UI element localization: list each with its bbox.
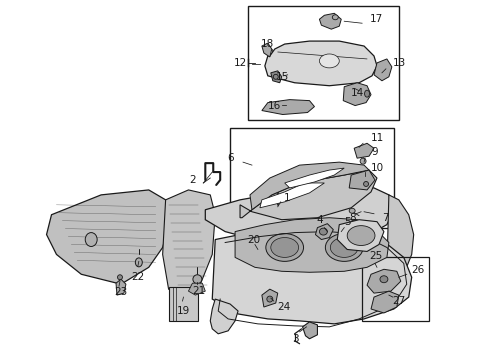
Text: 26: 26	[412, 265, 425, 275]
Ellipse shape	[319, 54, 339, 68]
Polygon shape	[47, 190, 171, 284]
Text: 22: 22	[131, 272, 144, 282]
Polygon shape	[210, 299, 238, 334]
Ellipse shape	[325, 234, 363, 261]
Ellipse shape	[135, 258, 142, 267]
Bar	[362, 257, 429, 321]
Text: 12: 12	[234, 58, 247, 68]
Text: 18: 18	[261, 39, 274, 49]
Text: 20: 20	[247, 234, 260, 244]
Polygon shape	[354, 143, 374, 158]
Bar	[169, 287, 198, 321]
Ellipse shape	[267, 296, 273, 302]
Text: 19: 19	[176, 306, 190, 316]
Polygon shape	[337, 220, 384, 251]
Text: 27: 27	[392, 296, 405, 306]
Polygon shape	[205, 185, 394, 243]
Polygon shape	[349, 170, 375, 190]
Text: 21: 21	[193, 286, 206, 296]
Polygon shape	[371, 291, 399, 313]
Text: 8: 8	[349, 213, 356, 223]
Polygon shape	[387, 195, 414, 284]
Text: 16: 16	[268, 100, 281, 111]
Polygon shape	[163, 190, 215, 299]
Ellipse shape	[330, 238, 358, 257]
Text: 3: 3	[293, 334, 299, 344]
Ellipse shape	[271, 238, 298, 257]
Text: 4: 4	[317, 215, 323, 225]
Polygon shape	[260, 183, 324, 208]
Text: 5: 5	[344, 217, 351, 227]
Text: 9: 9	[371, 147, 378, 157]
Ellipse shape	[118, 275, 122, 280]
Polygon shape	[374, 59, 392, 81]
Text: 2: 2	[190, 175, 196, 185]
Ellipse shape	[347, 226, 375, 246]
Polygon shape	[235, 218, 389, 272]
Polygon shape	[271, 71, 282, 83]
Polygon shape	[316, 224, 333, 239]
Text: 17: 17	[370, 14, 383, 24]
Text: 11: 11	[371, 133, 384, 143]
Text: 6: 6	[227, 153, 234, 163]
Ellipse shape	[85, 233, 97, 247]
Ellipse shape	[349, 208, 355, 213]
Polygon shape	[262, 100, 315, 114]
Polygon shape	[285, 168, 344, 188]
Polygon shape	[265, 41, 377, 86]
Text: 15: 15	[276, 72, 289, 82]
Ellipse shape	[364, 181, 368, 186]
Text: 24: 24	[278, 302, 291, 312]
Polygon shape	[262, 43, 272, 57]
Ellipse shape	[360, 158, 366, 164]
Ellipse shape	[332, 15, 338, 20]
Ellipse shape	[193, 275, 202, 284]
Polygon shape	[189, 283, 205, 295]
Bar	[230, 129, 394, 228]
Ellipse shape	[380, 276, 388, 283]
Ellipse shape	[266, 234, 303, 261]
Ellipse shape	[365, 90, 369, 97]
Text: 1: 1	[284, 193, 290, 203]
Polygon shape	[240, 170, 377, 220]
Text: 25: 25	[369, 251, 382, 261]
Text: 10: 10	[371, 163, 384, 173]
Text: 13: 13	[393, 58, 406, 68]
Bar	[248, 6, 399, 121]
Text: 23: 23	[114, 287, 127, 297]
Text: 7: 7	[382, 213, 389, 223]
Text: 14: 14	[351, 88, 365, 98]
Polygon shape	[367, 269, 401, 293]
Polygon shape	[302, 322, 318, 339]
Polygon shape	[262, 289, 278, 307]
Polygon shape	[212, 228, 412, 324]
Ellipse shape	[319, 228, 327, 235]
Polygon shape	[319, 13, 341, 29]
Polygon shape	[250, 162, 369, 210]
Polygon shape	[116, 279, 126, 295]
Polygon shape	[343, 83, 371, 105]
Ellipse shape	[273, 74, 278, 79]
